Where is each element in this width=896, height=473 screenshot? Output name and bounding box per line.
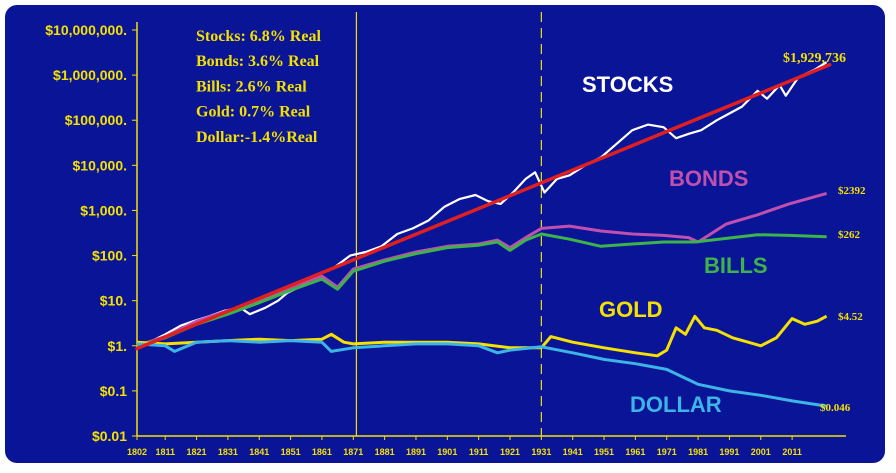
x-tick-label: 1961 <box>625 447 645 457</box>
annotation-real-return: Gold: 0.7% Real <box>196 104 311 121</box>
end-value-label-bonds: $2392 <box>838 185 866 197</box>
series-line-stocks <box>136 61 828 347</box>
x-tick-label: 1971 <box>657 447 677 457</box>
annotation-real-return: Bonds: 3.6% Real <box>196 53 320 70</box>
x-tick-label: 1941 <box>563 447 583 457</box>
series-label-bonds: BONDS <box>669 166 748 191</box>
series-layer <box>135 61 832 408</box>
series-line-dollar <box>136 339 827 408</box>
series-label-dollar: DOLLAR <box>630 392 722 417</box>
y-tick-label: $1,000. <box>80 202 127 218</box>
y-tick-label: $1,000,000. <box>53 67 127 83</box>
y-tick-label: $10. <box>100 293 127 309</box>
x-tick-label: 1891 <box>406 447 426 457</box>
x-tick-label: 1811 <box>155 447 175 457</box>
x-tick-label: 1802 <box>127 447 147 457</box>
series-label-stocks: STOCKS <box>582 72 673 97</box>
x-tick-label: 1991 <box>719 447 739 457</box>
x-tick-label: 2001 <box>751 447 771 457</box>
y-tick-label: $0.1 <box>100 383 127 399</box>
x-tick-label: 1981 <box>688 447 708 457</box>
annotation-real-return: Stocks: 6.8% Real <box>196 28 321 45</box>
series-label-gold: GOLD <box>599 297 663 322</box>
labels-layer: Stocks: 6.8% Real Bonds: 3.6% Real Bills: … <box>196 28 866 417</box>
x-tick-label: 1911 <box>469 447 489 457</box>
x-tick-label: 1871 <box>343 447 363 457</box>
end-value-label-bills: $262 <box>838 229 861 241</box>
x-tick-label: 1831 <box>218 447 238 457</box>
annotation-real-return: Bills: 2.6% Real <box>196 78 307 95</box>
y-tick-label: $10,000,000. <box>45 22 127 38</box>
series-line-gold <box>136 314 828 358</box>
annotation-real-return: Dollar:-1.4%Real <box>196 129 318 146</box>
y-tick-label: $10,000. <box>73 157 128 173</box>
x-tick-label: 1931 <box>531 447 551 457</box>
series-label-bills: BILLS <box>704 253 768 278</box>
x-tick-label: 1821 <box>187 447 207 457</box>
end-value-label-dollar: $0.046 <box>820 402 851 414</box>
y-tick-label: $0.01 <box>92 428 127 444</box>
end-value-label-stocks: $1,929,736 <box>783 51 846 66</box>
x-tick-label: 1861 <box>312 447 332 457</box>
x-tick-label: 1841 <box>249 447 269 457</box>
x-tick-label: 1901 <box>437 447 457 457</box>
y-tick-label: $100. <box>92 248 127 264</box>
trend-line <box>135 62 832 351</box>
x-tick-label: 1921 <box>500 447 520 457</box>
y-tick-label: $100,000. <box>65 112 127 128</box>
x-tick-label: 1881 <box>375 447 395 457</box>
end-value-label-gold: $4.52 <box>838 311 863 323</box>
y-tick-label: $1. <box>108 338 127 354</box>
plot-background <box>5 5 885 463</box>
series-line-bills <box>136 232 827 348</box>
x-tick-label: 1851 <box>281 447 301 457</box>
axes-layer: $10,000,000. $1,000,000. $100,000. $10,000.… <box>45 12 846 457</box>
x-tick-label: 1951 <box>594 447 614 457</box>
x-tick-label: 2011 <box>782 447 802 457</box>
